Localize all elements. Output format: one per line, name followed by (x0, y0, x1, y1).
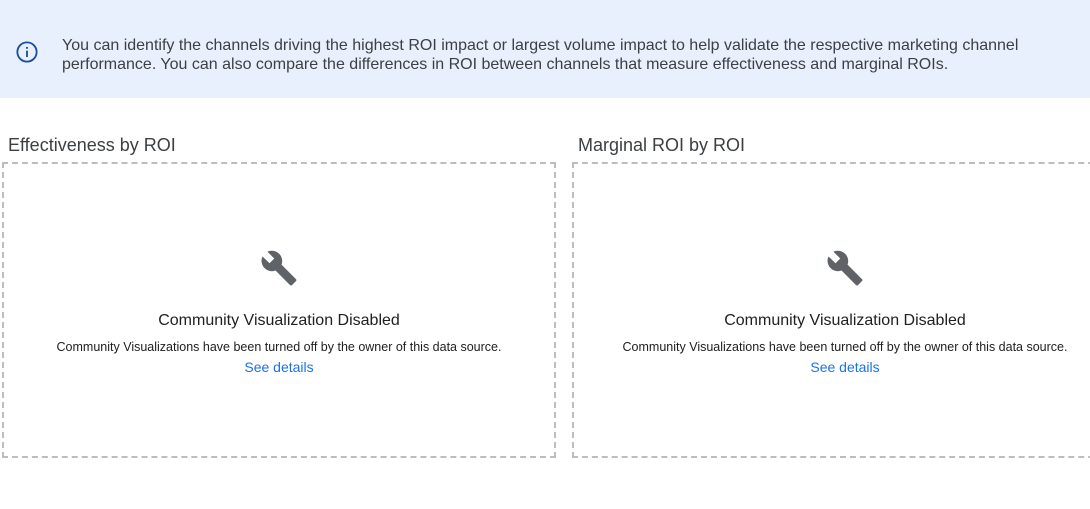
see-details-link[interactable]: See details (810, 359, 880, 375)
info-icon (16, 41, 38, 63)
panel-title-effectiveness: Effectiveness by ROI (8, 135, 176, 155)
panel-marginal: Community Visualization Disabled Communi… (572, 162, 1090, 458)
disabled-message: Community Visualizations have been turne… (56, 340, 502, 354)
disabled-heading: Community Visualization Disabled (724, 312, 966, 329)
wrench-icon (261, 250, 297, 286)
info-banner: You can identify the channels driving th… (0, 0, 1090, 98)
wrench-icon (827, 250, 863, 286)
panel-effectiveness: Community Visualization Disabled Communi… (2, 162, 556, 458)
banner-text: You can identify the channels driving th… (62, 37, 1019, 73)
see-details-link[interactable]: See details (244, 359, 314, 375)
disabled-heading: Community Visualization Disabled (158, 312, 400, 329)
panel-title-marginal: Marginal ROI by ROI (578, 135, 746, 155)
disabled-message: Community Visualizations have been turne… (622, 340, 1068, 354)
